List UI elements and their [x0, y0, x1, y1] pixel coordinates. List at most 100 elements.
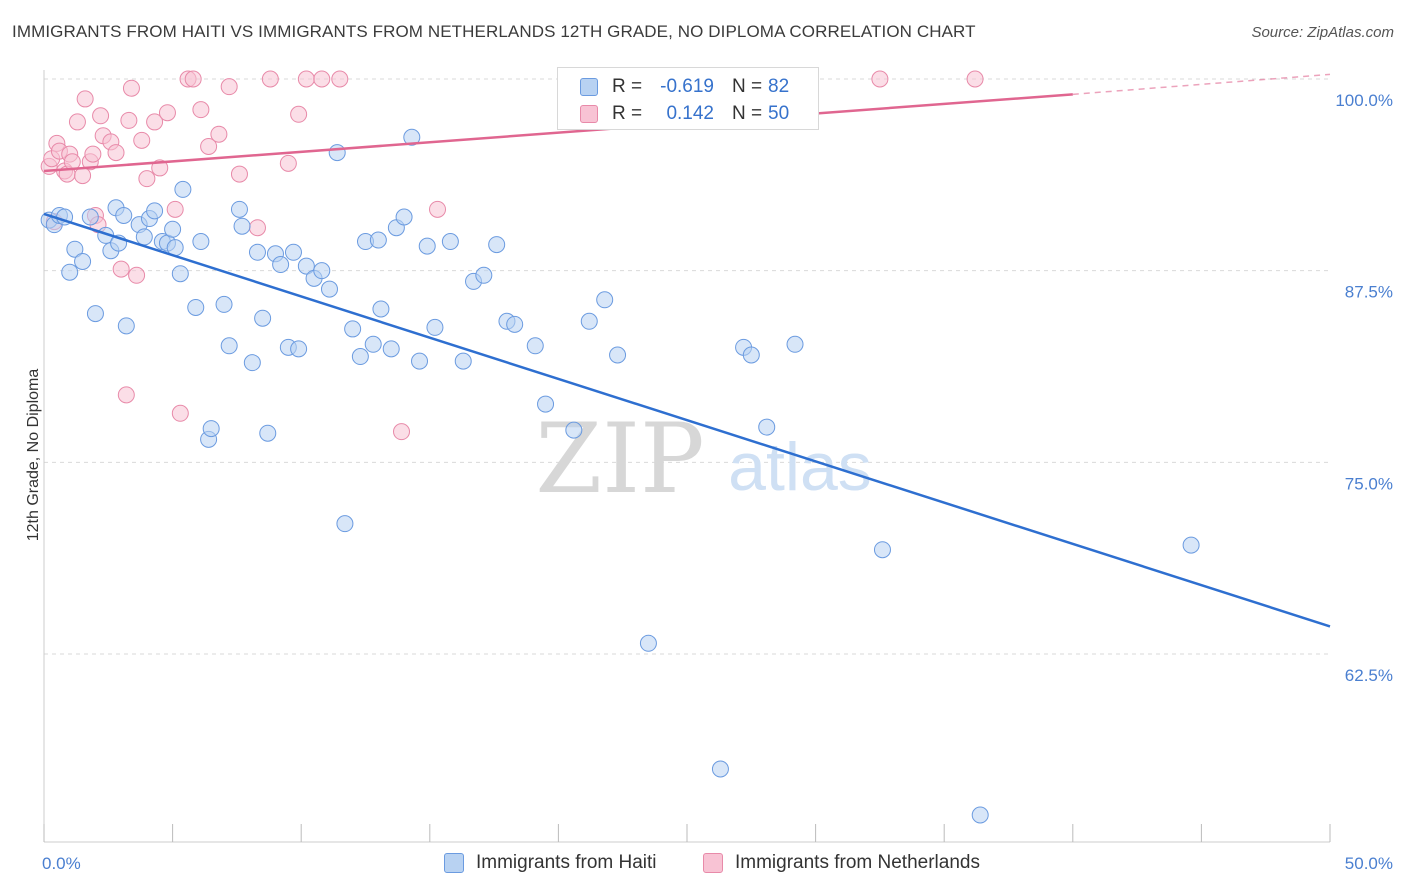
point-haiti-79: [786, 335, 804, 353]
legend-n-value-netherlands: 50: [768, 103, 790, 124]
point-haiti-40: [284, 243, 302, 261]
point-haiti-13: [115, 206, 133, 224]
series-haiti-points: [40, 128, 1200, 824]
point-haiti-51: [364, 335, 382, 353]
point-haiti-4: [61, 263, 79, 281]
point-haiti-34: [248, 243, 266, 261]
point-netherlands-47: [871, 70, 889, 88]
gridlines: [44, 78, 1330, 655]
legend-swatch-haiti: [444, 853, 464, 873]
y-tick-label-2: 87.5%: [1345, 283, 1393, 302]
y-axis-label: 12th Grade, No Diploma: [25, 369, 42, 542]
point-netherlands-21: [120, 111, 138, 129]
point-netherlands-20: [117, 386, 135, 404]
legend-item-haiti[interactable]: Immigrants from Haiti: [444, 852, 657, 874]
legend-label-haiti: Immigrants from Haiti: [476, 852, 657, 873]
legend-n-value-haiti: 82: [768, 76, 790, 97]
point-netherlands-22: [122, 79, 140, 97]
point-netherlands-42: [297, 70, 315, 88]
point-haiti-32: [233, 217, 251, 235]
point-haiti-29: [215, 295, 233, 313]
point-haiti-81: [971, 806, 989, 824]
point-netherlands-27: [151, 159, 169, 177]
point-netherlands-15: [92, 107, 110, 125]
point-netherlands-44: [331, 70, 349, 88]
x-tick-label-0: 0.0%: [42, 854, 81, 873]
point-netherlands-41: [290, 105, 308, 123]
point-haiti-6: [74, 252, 92, 270]
tick-labels: 62.5% 75.0% 87.5% 100.0% 0.0% 50.0%: [42, 91, 1393, 873]
point-haiti-58: [411, 352, 429, 370]
point-netherlands-28: [158, 104, 176, 122]
legend-row-netherlands: R = 0.142 N = 50: [580, 101, 789, 127]
point-netherlands-25: [138, 170, 156, 188]
trend-line-netherlands: [43, 93, 1073, 173]
point-netherlands-8: [68, 113, 86, 131]
point-haiti-77: [742, 346, 760, 364]
legend-r-label: R =: [612, 103, 643, 124]
trend-line-haiti: [43, 212, 1331, 628]
point-haiti-82: [1182, 536, 1200, 554]
point-haiti-31: [230, 200, 248, 218]
point-haiti-46: [328, 144, 346, 162]
point-haiti-41: [290, 340, 308, 358]
watermark-zip: ZIP: [535, 403, 704, 515]
y-tick-label-3: 100.0%: [1335, 91, 1393, 110]
point-haiti-33: [243, 354, 261, 372]
point-netherlands-39: [261, 70, 279, 88]
point-haiti-16: [135, 228, 153, 246]
legend-r-label: R =: [612, 76, 643, 97]
point-haiti-21: [164, 220, 182, 238]
stats-legend: R = -0.619 N = 82 R = 0.142 N = 50: [557, 67, 819, 130]
legend-item-netherlands[interactable]: Immigrants from Netherlands: [703, 852, 980, 874]
point-haiti-25: [187, 298, 205, 316]
point-netherlands-43: [313, 70, 331, 88]
point-haiti-7: [81, 208, 99, 226]
point-haiti-74: [639, 634, 657, 652]
point-netherlands-45: [393, 423, 411, 441]
point-haiti-61: [441, 233, 459, 251]
legend-r-value-haiti: -0.619: [660, 76, 714, 97]
point-haiti-59: [418, 237, 436, 255]
point-haiti-72: [596, 291, 614, 309]
point-haiti-49: [351, 348, 369, 366]
point-haiti-57: [403, 128, 421, 146]
point-haiti-18: [146, 202, 164, 220]
point-netherlands-35: [210, 125, 228, 143]
point-netherlands-30: [171, 404, 189, 422]
point-netherlands-29: [166, 200, 184, 218]
point-netherlands-34: [200, 137, 218, 155]
source-label: Source: ZipAtlas.com: [1251, 24, 1394, 41]
point-haiti-64: [475, 266, 493, 284]
point-haiti-8: [86, 305, 104, 323]
point-haiti-44: [313, 262, 331, 280]
legend-swatch-haiti: [580, 78, 598, 96]
point-haiti-56: [395, 208, 413, 226]
point-haiti-24: [174, 180, 192, 198]
point-netherlands-46: [429, 200, 447, 218]
point-haiti-36: [259, 424, 277, 442]
point-haiti-35: [254, 309, 272, 327]
point-netherlands-19: [112, 260, 130, 278]
point-haiti-80: [873, 541, 891, 559]
point-haiti-42: [297, 257, 315, 275]
point-haiti-28: [202, 420, 220, 438]
point-haiti-14: [117, 317, 135, 335]
point-haiti-65: [488, 236, 506, 254]
point-haiti-48: [344, 320, 362, 338]
legend-swatch-netherlands: [580, 105, 598, 123]
point-haiti-68: [526, 337, 544, 355]
trend-lines: [43, 73, 1331, 628]
legend-r-value-netherlands: 0.142: [666, 103, 714, 124]
point-haiti-71: [580, 312, 598, 330]
point-netherlands-10: [76, 90, 94, 108]
axes: [43, 70, 1331, 843]
chart-title: IMMIGRANTS FROM HAITI VS IMMIGRANTS FROM…: [12, 22, 976, 41]
point-haiti-38: [272, 256, 290, 274]
point-haiti-60: [426, 318, 444, 336]
point-netherlands-23: [128, 266, 146, 284]
legend-label-netherlands: Immigrants from Netherlands: [735, 852, 980, 873]
point-netherlands-33: [192, 101, 210, 119]
point-netherlands-48: [966, 70, 984, 88]
